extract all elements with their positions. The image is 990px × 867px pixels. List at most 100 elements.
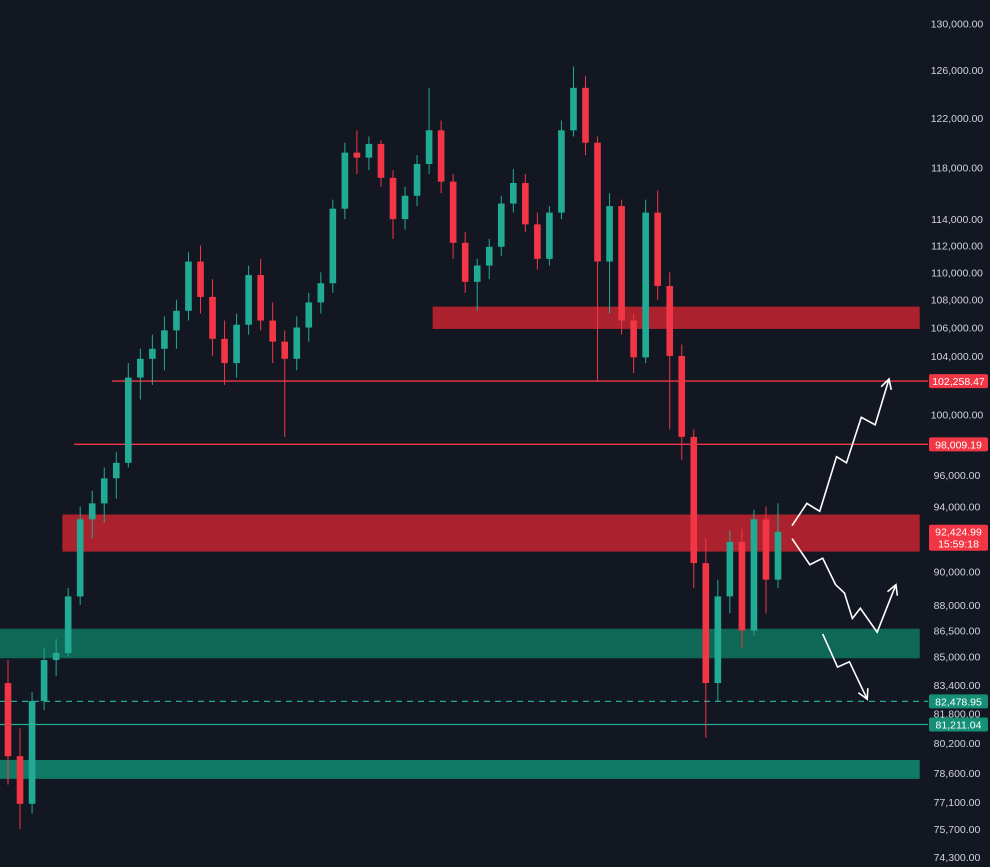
candle[interactable] [233,313,240,378]
candle-body [269,320,276,342]
candle[interactable] [546,206,553,266]
level-price-tag: 98,009.19 [929,437,988,452]
candle[interactable] [209,279,216,356]
candle[interactable] [630,313,637,374]
candle[interactable] [485,238,493,280]
candle[interactable] [401,186,409,230]
candle[interactable] [510,168,517,213]
y-tick-label: 74,300.00 [934,852,981,864]
level-price-tag: 81,211.04 [929,717,988,732]
candle[interactable] [245,265,252,335]
resistance-zone [62,514,920,552]
candle[interactable] [353,130,361,175]
candle[interactable] [666,272,674,430]
candle[interactable] [522,174,529,233]
candle[interactable] [461,232,469,293]
level-price-tag: 102,258.47 [929,374,988,389]
candle[interactable] [558,120,565,220]
candle[interactable] [185,252,192,321]
candle[interactable] [738,528,746,648]
candle[interactable] [582,75,589,156]
candle[interactable] [437,120,445,194]
y-tick-label: 104,000.00 [931,351,984,363]
candle[interactable] [497,195,505,257]
candle-body [293,327,301,359]
candle[interactable] [774,503,782,589]
candle[interactable] [473,258,481,311]
candle-body [473,265,481,282]
candle[interactable] [413,155,421,207]
candle-body [582,87,589,143]
candle[interactable] [377,140,385,187]
candle-body [100,478,108,504]
candle[interactable] [425,87,433,175]
candle[interactable] [618,199,625,335]
candle[interactable] [281,330,289,437]
candle[interactable] [365,136,373,171]
y-tick-label: 130,000.00 [931,18,984,30]
candle[interactable] [100,467,108,523]
level-price-tag: 82,478.95 [929,694,988,709]
candle[interactable] [28,692,36,814]
price-axis[interactable]: 130,000.00 126,000.00 122,000.00 118,000.00… [929,18,988,864]
candle[interactable] [4,660,12,785]
candle[interactable] [750,509,758,636]
candlestick-series[interactable] [4,66,782,830]
candle[interactable] [389,170,397,239]
candle[interactable] [137,348,144,400]
candle[interactable] [16,728,24,830]
candle[interactable] [40,647,48,711]
candle-body [137,358,144,378]
candle[interactable] [88,490,96,539]
candle[interactable] [161,316,168,371]
candle-body [209,296,216,339]
candle[interactable] [52,639,60,676]
candle[interactable] [534,212,541,270]
candle-body [173,310,180,331]
candle[interactable] [654,190,661,300]
candle[interactable] [149,334,156,385]
candle[interactable] [125,363,132,468]
support-zone [0,759,920,779]
y-tick-label: 126,000.00 [931,65,984,77]
candle-body [28,701,36,804]
candle[interactable] [606,193,613,314]
candle-body [52,653,60,661]
candle[interactable] [341,142,349,220]
candle[interactable] [112,452,120,499]
candle-body [449,181,457,243]
projection-arrows [791,377,899,701]
candle[interactable] [293,316,301,371]
candle[interactable] [269,302,276,364]
candle[interactable] [221,320,228,385]
candle[interactable] [197,245,204,314]
candle[interactable] [678,344,686,460]
candle-body [221,338,228,364]
candle[interactable] [570,66,577,137]
candle[interactable] [690,429,698,589]
candle-body [197,261,204,297]
candle-body [112,462,120,479]
candle[interactable] [594,136,601,382]
candle[interactable] [173,299,180,349]
candle-body [594,142,601,262]
candle[interactable] [76,506,84,605]
candle[interactable] [702,538,710,738]
candle[interactable] [449,174,457,259]
candle[interactable] [642,199,649,364]
candle-body [16,756,24,804]
candle[interactable] [726,530,734,614]
candle-body [353,152,361,158]
level-price-tag-text: 82,478.95 [935,696,982,708]
candle-body [329,208,337,284]
candle[interactable] [317,272,325,314]
candle[interactable] [305,292,313,342]
candle[interactable] [714,579,722,702]
candle[interactable] [64,588,72,657]
candle[interactable] [329,199,337,293]
candle[interactable] [762,506,770,614]
candle[interactable] [257,258,264,331]
